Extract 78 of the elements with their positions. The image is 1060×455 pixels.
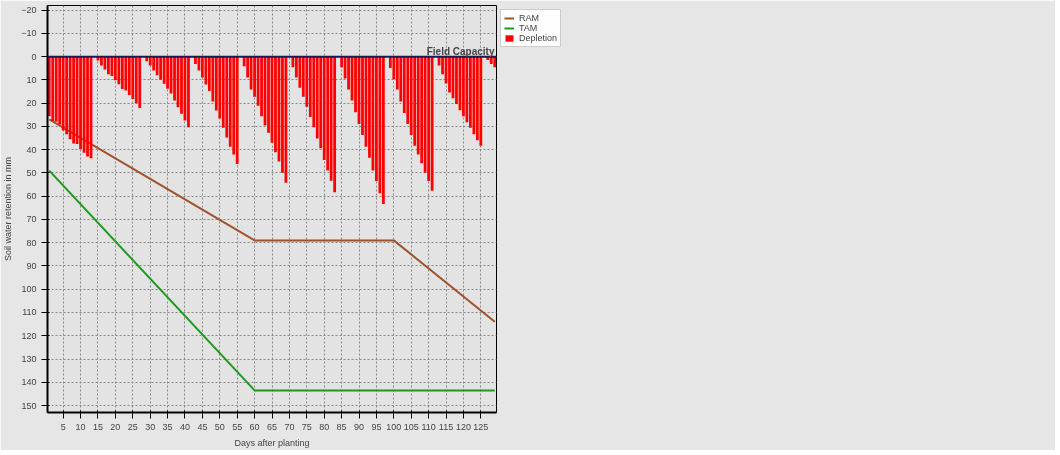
bar <box>381 56 385 205</box>
bar <box>159 56 163 80</box>
bar <box>117 56 121 85</box>
x-tick-label: 25 <box>127 421 138 432</box>
bar <box>138 56 142 109</box>
x-tick-label: 95 <box>371 421 382 432</box>
y-tick-label: −20 <box>21 5 37 16</box>
x-tick-label: 90 <box>354 421 365 432</box>
bar <box>65 56 69 135</box>
x-tick-label: 70 <box>284 421 295 432</box>
x-tick-label: 45 <box>197 421 208 432</box>
x-tick-label: 60 <box>249 421 260 432</box>
y-tick-label: 150 <box>21 400 37 411</box>
bar <box>235 56 239 164</box>
y-tick-label: 40 <box>26 144 37 155</box>
bar <box>166 56 169 89</box>
bar <box>333 56 337 193</box>
x-axis-title: Days after planting <box>234 437 310 448</box>
y-tick-label: 50 <box>26 167 37 178</box>
bar <box>124 56 128 91</box>
x-tick-label: 15 <box>92 421 103 432</box>
y-tick-label: 140 <box>21 377 37 388</box>
legend-label: Depletion <box>519 33 558 43</box>
y-tick-label: 0 <box>31 51 37 62</box>
bar <box>493 56 497 68</box>
y-tick-label: 90 <box>26 260 37 271</box>
y-tick-label: 10 <box>26 74 37 85</box>
bar <box>86 56 89 157</box>
x-tick-label: 30 <box>145 421 156 432</box>
bar <box>61 56 65 131</box>
x-tick-label: 105 <box>403 421 419 432</box>
y-tick-label: 120 <box>21 330 37 341</box>
x-tick-label: 110 <box>421 421 436 432</box>
x-tick-label: 40 <box>179 421 190 432</box>
bar <box>113 56 117 81</box>
x-tick-label: 120 <box>455 421 471 432</box>
x-tick-label: 115 <box>438 421 454 432</box>
bar <box>187 56 190 128</box>
bar <box>127 56 131 96</box>
bar <box>72 56 75 144</box>
bar <box>68 56 72 140</box>
y-tick-label: 100 <box>21 284 37 295</box>
legend-label: RAM <box>519 13 539 23</box>
x-tick-label: 75 <box>301 421 312 432</box>
y-tick-label: 110 <box>22 307 37 318</box>
bar <box>134 56 138 104</box>
y-tick-label: 20 <box>26 98 37 109</box>
bar <box>79 56 82 149</box>
bar <box>54 56 58 122</box>
bar <box>107 56 110 75</box>
x-tick-label: 80 <box>319 421 330 432</box>
x-tick-label: 50 <box>214 421 225 432</box>
bar <box>155 56 159 76</box>
y-tick-label: 130 <box>21 354 37 365</box>
y-axis-title: Soil water retention in mm <box>3 156 14 262</box>
x-tick-label: 20 <box>110 421 121 432</box>
x-tick-label: 35 <box>162 421 173 432</box>
x-tick-label: 5 <box>60 421 66 432</box>
x-tick-label: 85 <box>336 421 347 432</box>
bar <box>120 56 124 89</box>
bar <box>430 56 434 191</box>
x-tick-label: 10 <box>75 421 86 432</box>
y-tick-label: −10 <box>21 28 37 39</box>
bar <box>152 56 156 71</box>
x-tick-label: 65 <box>266 421 278 432</box>
y-tick-label: 70 <box>26 214 37 225</box>
ref-line-label: Field Capacity <box>426 45 495 57</box>
y-tick-label: 30 <box>26 121 37 132</box>
legend-label: TAM <box>519 23 539 33</box>
bar <box>51 56 55 122</box>
y-tick-label: 60 <box>26 191 37 202</box>
y-tick-label: 80 <box>26 237 37 248</box>
bar <box>110 56 114 76</box>
x-tick-label: 125 <box>473 421 489 432</box>
bar <box>479 56 483 146</box>
bar <box>131 56 135 99</box>
x-tick-label: 55 <box>232 421 243 432</box>
x-tick-label: 100 <box>386 421 402 432</box>
